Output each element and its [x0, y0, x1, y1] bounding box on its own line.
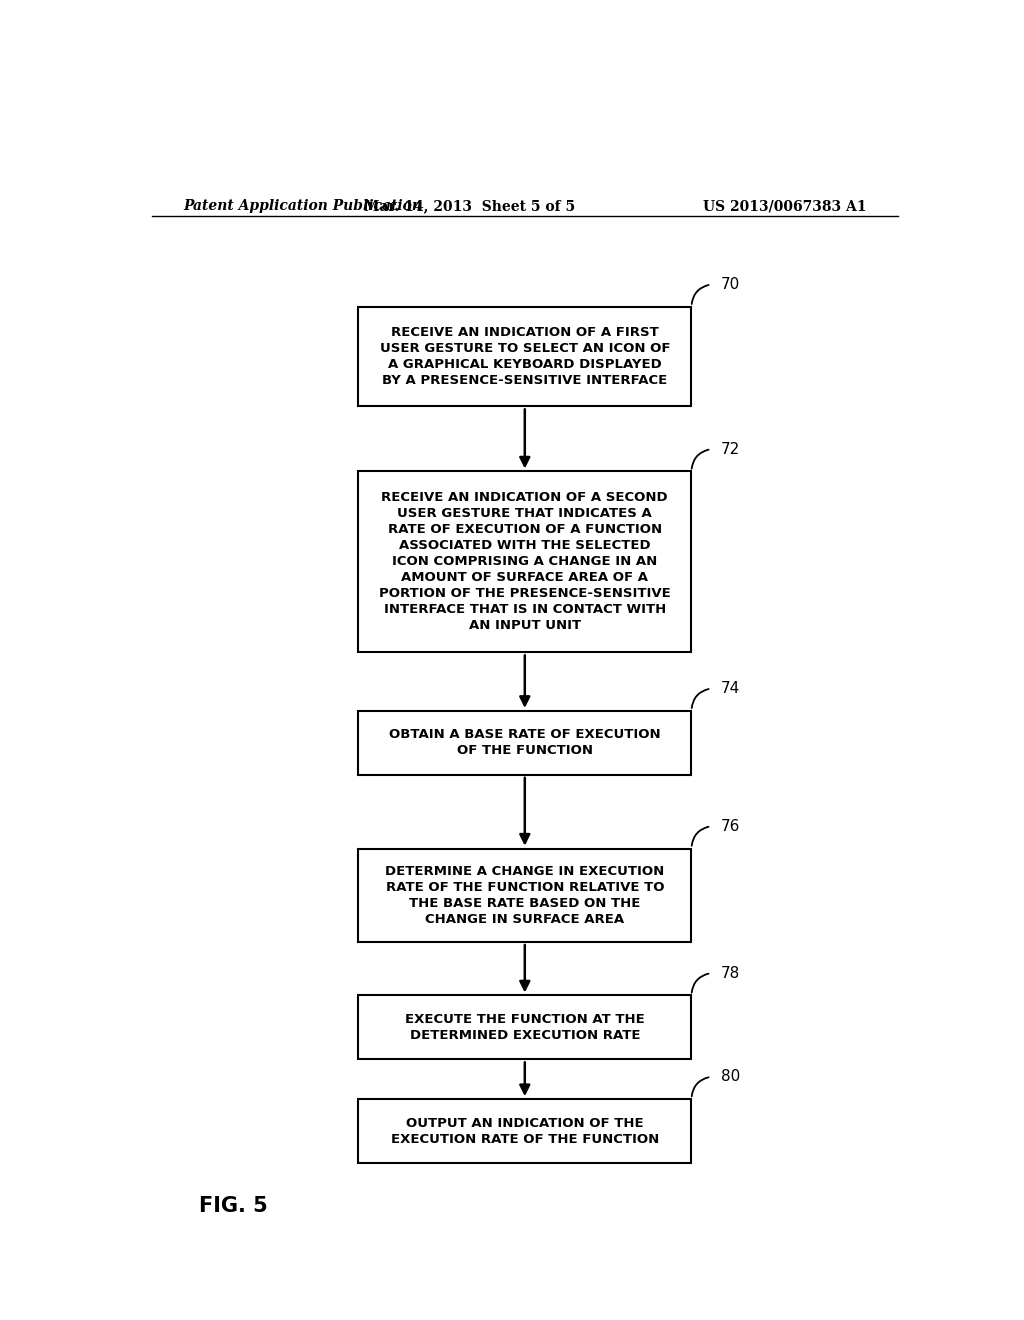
Text: 72: 72 [721, 442, 740, 457]
Text: OBTAIN A BASE RATE OF EXECUTION
OF THE FUNCTION: OBTAIN A BASE RATE OF EXECUTION OF THE F… [389, 729, 660, 758]
Text: 76: 76 [721, 818, 740, 834]
Text: DETERMINE A CHANGE IN EXECUTION
RATE OF THE FUNCTION RELATIVE TO
THE BASE RATE B: DETERMINE A CHANGE IN EXECUTION RATE OF … [385, 865, 665, 925]
FancyBboxPatch shape [358, 995, 691, 1060]
FancyBboxPatch shape [358, 1100, 691, 1163]
Text: 74: 74 [721, 681, 740, 696]
Text: RECEIVE AN INDICATION OF A FIRST
USER GESTURE TO SELECT AN ICON OF
A GRAPHICAL K: RECEIVE AN INDICATION OF A FIRST USER GE… [380, 326, 670, 387]
Text: Mar. 14, 2013  Sheet 5 of 5: Mar. 14, 2013 Sheet 5 of 5 [364, 199, 574, 213]
Text: US 2013/0067383 A1: US 2013/0067383 A1 [702, 199, 866, 213]
Text: 80: 80 [721, 1069, 740, 1084]
Text: RECEIVE AN INDICATION OF A SECOND
USER GESTURE THAT INDICATES A
RATE OF EXECUTIO: RECEIVE AN INDICATION OF A SECOND USER G… [379, 491, 671, 632]
FancyBboxPatch shape [358, 306, 691, 407]
Text: FIG. 5: FIG. 5 [200, 1196, 268, 1216]
Text: 70: 70 [721, 277, 740, 292]
FancyBboxPatch shape [358, 710, 691, 775]
Text: Patent Application Publication: Patent Application Publication [183, 199, 423, 213]
FancyBboxPatch shape [358, 849, 691, 942]
Text: OUTPUT AN INDICATION OF THE
EXECUTION RATE OF THE FUNCTION: OUTPUT AN INDICATION OF THE EXECUTION RA… [391, 1117, 658, 1146]
FancyBboxPatch shape [358, 471, 691, 652]
Text: 78: 78 [721, 965, 740, 981]
Text: EXECUTE THE FUNCTION AT THE
DETERMINED EXECUTION RATE: EXECUTE THE FUNCTION AT THE DETERMINED E… [404, 1012, 645, 1041]
